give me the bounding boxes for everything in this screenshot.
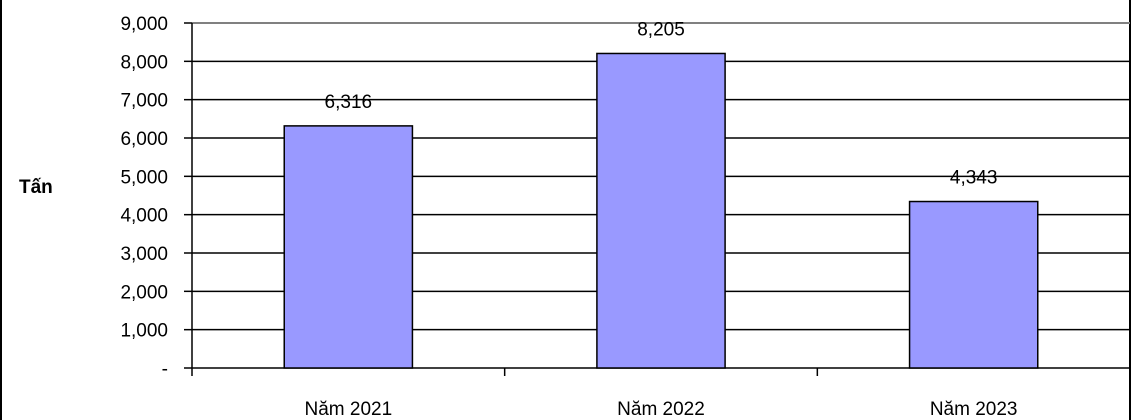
y-tick-label: 3,000 — [120, 244, 168, 265]
data-label: 4,343 — [950, 168, 998, 189]
y-tick-label: 8,000 — [120, 52, 168, 73]
y-tick-label: 2,000 — [120, 282, 168, 303]
y-tick-label: 7,000 — [120, 91, 168, 112]
x-category-label: Năm 2021 — [304, 399, 392, 420]
y-tick-label: 1,000 — [120, 321, 168, 342]
y-tick-label: 6,000 — [120, 129, 168, 150]
data-label: 8,205 — [637, 19, 685, 40]
bar — [596, 52, 726, 369]
bar — [283, 125, 414, 369]
x-category-label: Năm 2023 — [930, 399, 1018, 420]
bar — [908, 200, 1039, 369]
y-tick-label: 4,000 — [120, 206, 168, 227]
x-category-label: Năm 2022 — [617, 399, 705, 420]
bars — [283, 52, 1039, 369]
y-axis-title: Tấn — [19, 177, 53, 198]
labels: - 1,000 2,000 3,000 4,000 5,000 6,000 7,000 8,00… — [120, 14, 1017, 420]
y-tick-label: 5,000 — [120, 167, 168, 188]
data-label: 6,316 — [325, 92, 373, 113]
y-tick-label: - — [162, 359, 168, 380]
y-tick-label: 9,000 — [120, 14, 168, 35]
